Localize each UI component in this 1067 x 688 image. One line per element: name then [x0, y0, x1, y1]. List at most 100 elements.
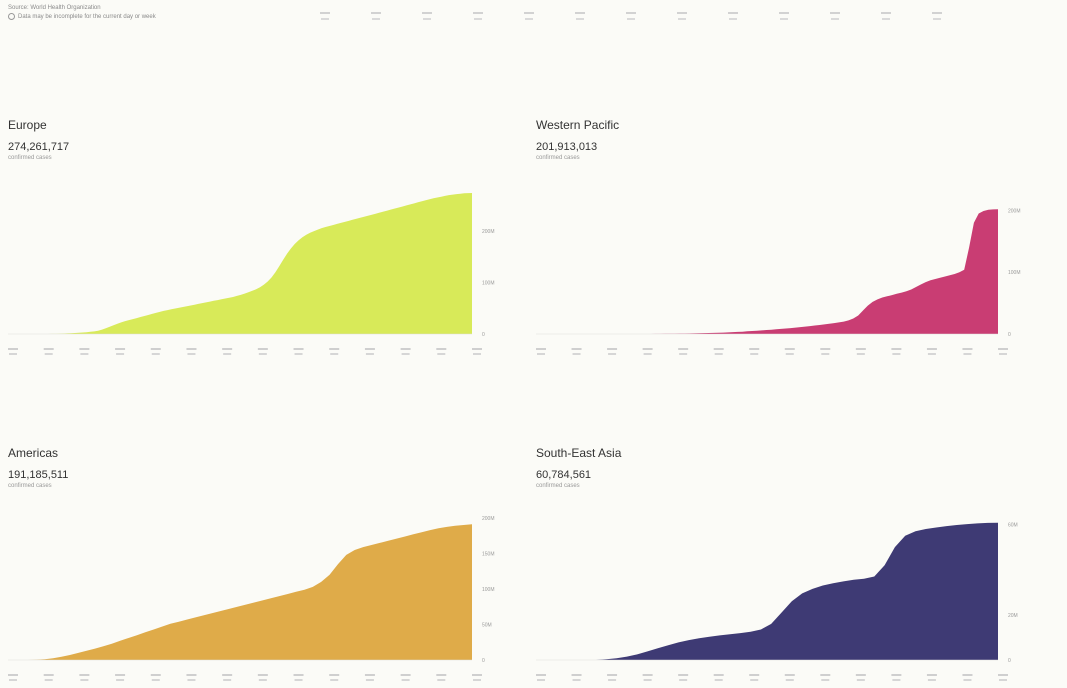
x-tick-label: [855, 674, 866, 676]
y-tick-label: 0: [1008, 658, 1011, 664]
x-tick-label: [785, 679, 794, 681]
x-tick-label: [571, 674, 582, 676]
x-tick-label: [473, 353, 481, 355]
area-chart-europe[interactable]: 200M 100M 0: [8, 118, 508, 358]
x-tick-label: [750, 353, 759, 355]
x-tick-label: [115, 348, 126, 350]
x-tick-label: [187, 353, 196, 355]
y-tick-label: 50M: [482, 623, 492, 629]
x-tick-label: [750, 679, 759, 681]
x-tick-label: [524, 12, 534, 14]
x-tick-label: [473, 679, 481, 681]
x-tick-label: [927, 679, 936, 681]
x-tick-label: [258, 353, 267, 355]
x-tick-label: [892, 679, 901, 681]
area-chart-western-pacific[interactable]: 200M 100M 0: [536, 118, 1036, 358]
chart-panel-americas: Americas 191,185,511 confirmed cases 200…: [8, 446, 508, 686]
x-tick-label: [856, 679, 865, 681]
x-tick-label: [729, 18, 737, 20]
x-tick-label: [820, 348, 831, 350]
x-tick-label: [678, 674, 689, 676]
x-tick-label: [43, 348, 54, 350]
x-tick-label: [892, 353, 901, 355]
x-tick-label: [80, 353, 89, 355]
y-tick-label: 60M: [1008, 523, 1018, 529]
y-tick-label: 0: [482, 332, 485, 338]
panel-total: 191,185,511: [8, 469, 69, 481]
x-tick-label: [927, 353, 936, 355]
x-tick-label: [962, 348, 973, 350]
x-tick-label: [728, 12, 738, 14]
x-tick-label: [8, 348, 18, 350]
panel-title: South-East Asia: [536, 446, 622, 460]
y-tick-label: 200M: [1008, 208, 1021, 214]
x-tick-label: [365, 679, 374, 681]
x-tick-label: [926, 674, 937, 676]
x-tick-label: [572, 679, 581, 681]
x-tick-label: [677, 12, 687, 14]
x-tick-label: [678, 18, 686, 20]
x-tick-label: [321, 18, 329, 20]
x-tick-label: [642, 674, 653, 676]
area-chart-south-east-asia[interactable]: 60M 20M 0: [536, 446, 1036, 686]
x-tick-label: [294, 353, 303, 355]
x-tick-label: [436, 348, 447, 350]
chart-panel-western-pacific: Western Pacific 201,913,013 confirmed ca…: [536, 118, 1036, 358]
x-tick-label: [642, 348, 653, 350]
x-tick-label: [115, 674, 126, 676]
x-tick-label: [365, 353, 374, 355]
area-series[interactable]: [8, 524, 472, 660]
x-tick-label: [891, 674, 902, 676]
x-tick-label: [784, 674, 795, 676]
area-series[interactable]: [536, 522, 998, 660]
chart-panel-south-east-asia: South-East Asia 60,784,561 confirmed cas…: [536, 446, 1036, 686]
x-tick-label: [643, 679, 652, 681]
x-tick-label: [572, 353, 581, 355]
x-tick-label: [643, 353, 652, 355]
x-tick-label: [525, 18, 533, 20]
x-tick-label: [223, 679, 232, 681]
x-tick-label: [999, 679, 1007, 681]
x-tick-label: [820, 674, 831, 676]
x-tick-label: [293, 348, 304, 350]
x-tick-label: [821, 679, 830, 681]
x-tick-label: [855, 348, 866, 350]
chart-panel-europe: Europe 274,261,717 confirmed cases 200M 1…: [8, 118, 508, 358]
x-tick-label: [537, 353, 545, 355]
panel-total: 201,913,013: [536, 141, 598, 153]
x-tick-label: [713, 674, 724, 676]
x-tick-label: [186, 674, 197, 676]
x-tick-label: [608, 353, 617, 355]
x-tick-label: [150, 674, 161, 676]
x-tick-label: [9, 353, 17, 355]
x-tick-label: [222, 674, 233, 676]
panel-title: Western Pacific: [536, 118, 620, 132]
x-tick-label: [626, 12, 636, 14]
y-tick-label: 100M: [482, 281, 495, 287]
x-tick-label: [714, 679, 723, 681]
x-tick-label: [320, 12, 330, 14]
x-tick-label: [963, 353, 972, 355]
x-tick-label: [371, 12, 381, 14]
x-tick-label: [998, 674, 1008, 676]
x-tick-label: [779, 12, 789, 14]
y-tick-label: 100M: [482, 587, 495, 593]
panel-subtitle: confirmed cases: [536, 155, 580, 161]
area-series[interactable]: [536, 209, 998, 334]
x-tick-label: [400, 348, 411, 350]
y-tick-label: 200M: [482, 516, 495, 522]
data-note-text: Data may be incomplete for the current d…: [18, 14, 156, 21]
panel-subtitle: confirmed cases: [8, 483, 52, 489]
x-tick-label: [44, 353, 53, 355]
y-tick-label: 200M: [482, 229, 495, 235]
data-note-line: Data may be incomplete for the current d…: [8, 13, 156, 22]
x-tick-label: [891, 348, 902, 350]
area-series[interactable]: [8, 193, 472, 334]
x-tick-label: [607, 674, 618, 676]
area-chart-americas[interactable]: 200M 150M 100M 50M 0: [8, 446, 508, 686]
x-tick-label: [222, 348, 233, 350]
x-tick-label: [364, 674, 375, 676]
panel-title: Europe: [8, 118, 47, 132]
x-tick-label: [473, 12, 483, 14]
x-tick-label: [607, 348, 618, 350]
